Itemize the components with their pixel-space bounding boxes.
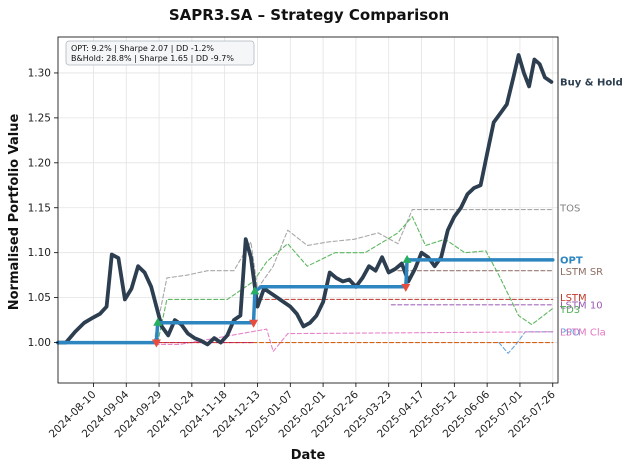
- series-label-buy-hold: Buy & Hold: [560, 77, 623, 88]
- series-label-lstm-sr: LSTM SR: [560, 267, 603, 278]
- series-line-tos: [153, 209, 554, 344]
- y-axis-label: Normalised Portfolio Value: [7, 114, 22, 311]
- y-tick-label: 1.10: [28, 247, 51, 259]
- x-axis-label: Date: [291, 448, 326, 463]
- series-label-lstm: LSTM: [560, 293, 587, 304]
- annotation-line-buy-hold: B&Hold: 28.8% | Sharpe 1.65 | DD -9.7%: [71, 54, 234, 63]
- chart-title: SAPR3.SA – Strategy Comparison: [169, 6, 449, 24]
- series-line-buy-hold: [56, 53, 554, 347]
- series-line-opt: [56, 258, 555, 345]
- buy-marker: [250, 286, 260, 295]
- series-label-tos: TOS: [559, 203, 580, 214]
- buy-marker: [402, 254, 412, 263]
- sell-marker: [401, 283, 411, 292]
- y-tick-label: 1.15: [28, 202, 51, 214]
- plot-frame: [57, 36, 559, 384]
- series-line-lstm-cla: [154, 328, 554, 353]
- buy-marker: [153, 317, 163, 326]
- series-label-lstm-cla: LSTM Cla: [560, 327, 606, 338]
- series-line-ppo: [498, 331, 554, 354]
- annotation-background: [65, 40, 255, 66]
- y-tick-label: 1.30: [28, 67, 51, 79]
- series-label-td3: TD3: [559, 305, 580, 316]
- x-axis-ticks: 2024-08-102024-09-042024-09-292024-10-24…: [47, 383, 558, 440]
- y-tick-label: 1.00: [28, 337, 51, 349]
- series-label-lstm-10: LSTM 10: [560, 300, 603, 311]
- y-tick-label: 1.25: [28, 112, 51, 124]
- plot-area: [56, 53, 555, 354]
- annotation-line-opt: OPT: 9.2% | Sharpe 2.07 | DD -1.2%: [71, 44, 214, 53]
- y-tick-label: 1.20: [28, 157, 51, 169]
- y-tick-label: 1.05: [28, 292, 51, 304]
- y-axis-ticks: 1.00 1.05 1.10 1.15 1.20 1.25 1.30: [28, 67, 58, 349]
- series-label-opt: OPT: [560, 255, 583, 266]
- series-label-ppo: PPO: [560, 327, 580, 338]
- performance-annotation: OPT: 9.2% | Sharpe 2.07 | DD -1.2% B&Hol…: [65, 40, 255, 66]
- sell-marker: [249, 319, 259, 328]
- sell-marker: [151, 339, 161, 348]
